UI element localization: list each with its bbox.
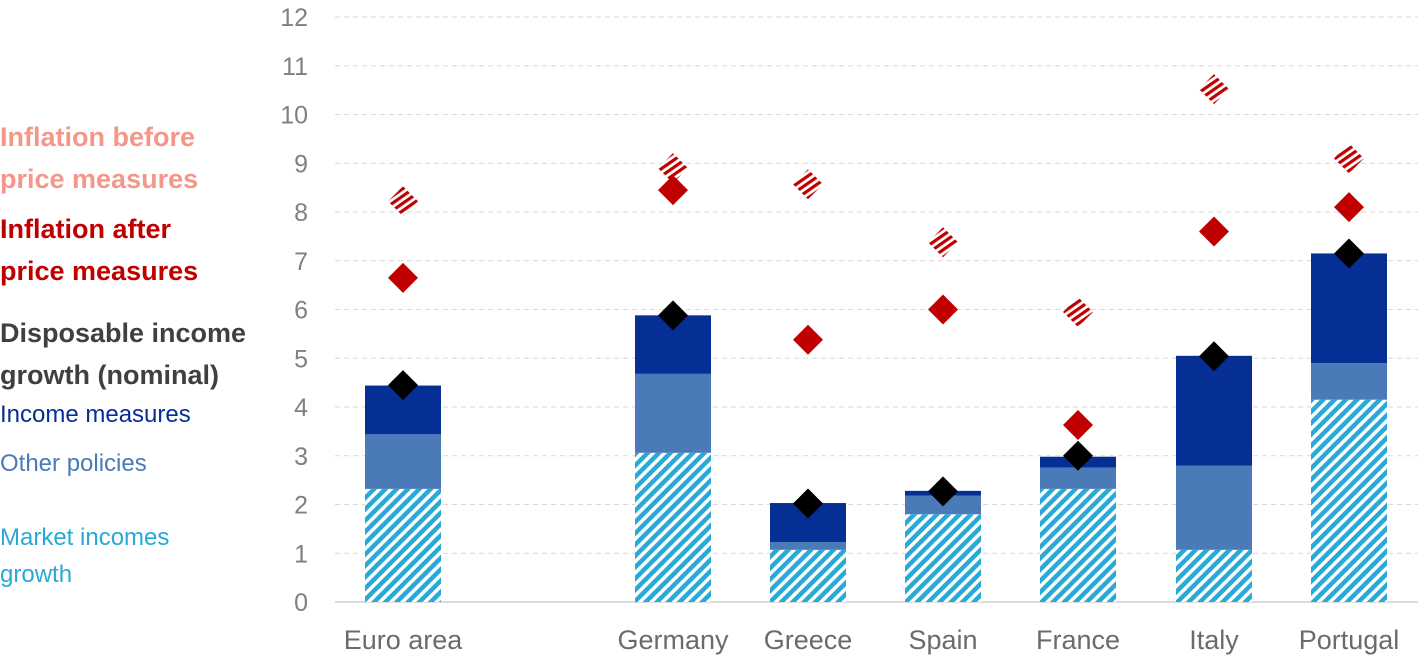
y-tick-label: 5 <box>294 345 308 373</box>
bar-other-policies <box>635 373 711 453</box>
bar-market-incomes-growth <box>365 488 441 602</box>
legend-disposable-income-line2: growth (nominal) <box>0 360 219 390</box>
marker-inflation-after-price-measures <box>1334 192 1364 223</box>
legend-disposable-income: Disposable income growth (nominal) <box>0 312 246 396</box>
y-tick-label: 12 <box>280 4 308 32</box>
bar-income-measures <box>1176 355 1252 466</box>
marker-inflation-before-price-measures <box>1063 296 1093 327</box>
legend-inflation-after-line2: price measures <box>0 256 199 286</box>
x-tick-label: Euro area <box>344 625 464 655</box>
marker-inflation-before-price-measures <box>658 153 688 184</box>
bar-other-policies <box>365 434 441 489</box>
bar-market-incomes-growth <box>1176 549 1252 602</box>
bar-market-incomes-growth <box>1040 488 1116 602</box>
gridlines <box>335 16 1418 603</box>
bar-market-incomes-growth <box>1311 399 1387 602</box>
y-tick-label: 2 <box>294 492 308 520</box>
marker-inflation-after-price-measures <box>928 294 958 325</box>
markers <box>388 74 1364 519</box>
y-tick-label: 7 <box>294 248 308 276</box>
y-tick-label: 4 <box>294 394 308 422</box>
y-tick-label: 8 <box>294 199 308 227</box>
legend: Inflation before price measures Inflatio… <box>0 0 280 659</box>
y-tick-label: 10 <box>280 102 308 130</box>
marker-inflation-after-price-measures <box>388 262 418 293</box>
x-tick-label: Portugal <box>1299 625 1400 655</box>
marker-disposable-income-growth-nominal <box>1334 238 1364 269</box>
legend-market-incomes: Market incomes growth <box>0 519 169 593</box>
legend-income-measures: Income measures <box>0 401 191 428</box>
marker-inflation-before-price-measures <box>793 169 823 200</box>
marker-disposable-income-growth-nominal <box>1199 341 1229 372</box>
legend-inflation-before-line2: price measures <box>0 164 199 194</box>
bar-other-policies <box>1040 467 1116 489</box>
bar-other-policies <box>1311 363 1387 400</box>
marker-disposable-income-growth-nominal <box>1063 440 1093 471</box>
marker-inflation-before-price-measures <box>1334 143 1364 174</box>
legend-disposable-income-line1: Disposable income <box>0 318 247 348</box>
y-tick-label: 3 <box>294 443 308 471</box>
legend-inflation-after-line1: Inflation after <box>0 214 172 244</box>
y-tick-label: 0 <box>294 589 308 617</box>
bar-other-policies <box>1176 465 1252 550</box>
x-tick-label: France <box>1036 625 1120 655</box>
y-tick-label: 6 <box>294 297 308 325</box>
bar-income-measures <box>1311 253 1387 364</box>
x-tick-label: Spain <box>908 625 977 655</box>
bar-market-incomes-growth <box>770 549 846 602</box>
bar-market-incomes-growth <box>635 452 711 602</box>
legend-inflation-after: Inflation after price measures <box>0 208 198 292</box>
y-tick-label: 11 <box>282 53 308 81</box>
legend-market-incomes-line1: Market incomes <box>0 524 170 551</box>
legend-inflation-before: Inflation before price measures <box>0 116 198 200</box>
x-tick-label: Italy <box>1189 625 1239 655</box>
x-axis: Euro area Germany Greece Spain France Italy Po… <box>344 625 1400 655</box>
marker-inflation-after-price-measures <box>793 324 823 355</box>
marker-disposable-income-growth-nominal <box>793 488 823 519</box>
marker-inflation-before-price-measures <box>928 227 958 258</box>
bar-other-policies <box>770 542 846 550</box>
marker-disposable-income-growth-nominal <box>388 370 418 401</box>
bar-market-incomes-growth <box>905 514 981 602</box>
y-tick-label: 1 <box>294 540 308 568</box>
marker-inflation-before-price-measures <box>388 186 418 217</box>
y-tick-label: 9 <box>294 150 308 178</box>
legend-market-incomes-line2: growth <box>0 561 73 588</box>
marker-inflation-after-price-measures <box>1199 216 1229 247</box>
marker-inflation-before-price-measures <box>1199 74 1229 105</box>
legend-other-policies: Other policies <box>0 450 147 477</box>
marker-inflation-after-price-measures <box>1063 410 1093 441</box>
marker-disposable-income-growth-nominal <box>928 476 958 507</box>
marker-inflation-after-price-measures <box>658 175 688 206</box>
legend-inflation-before-line1: Inflation before <box>0 122 195 152</box>
x-tick-label: Greece <box>764 625 853 655</box>
bars <box>365 253 1387 602</box>
marker-disposable-income-growth-nominal <box>658 300 688 331</box>
x-tick-label: Germany <box>617 625 729 655</box>
